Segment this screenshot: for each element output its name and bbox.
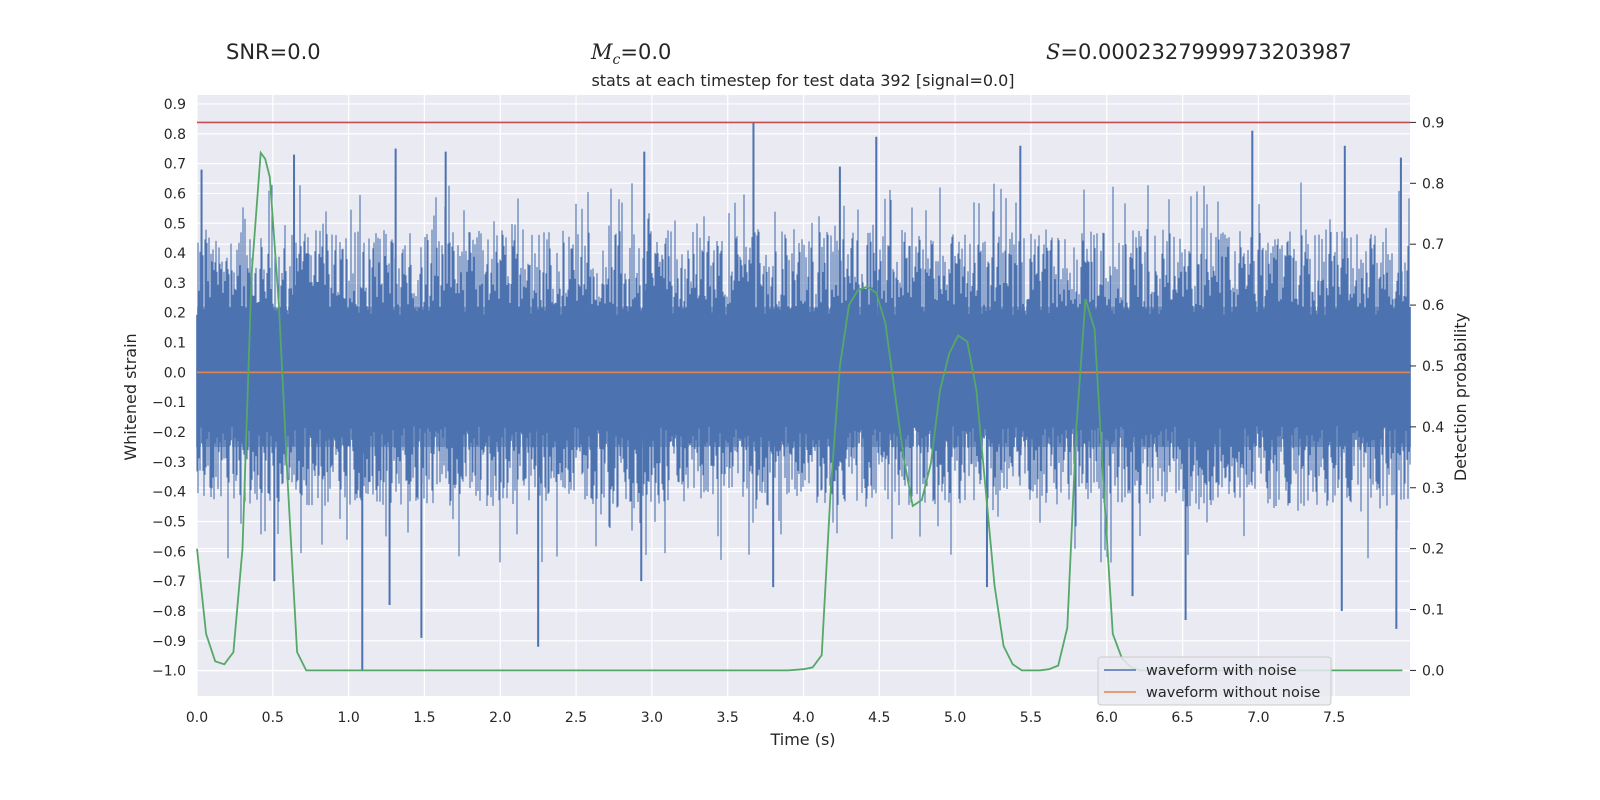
x-axis-ticks: 0.0 0.5 1.0 1.5 2.0 2.5 3.0 3.5 4.0 4.5 5.0 5.5 6.0 6… — [186, 710, 1345, 726]
y2-axis-ticks: 0.9 0.8 0.7 0.6 0.5 0.4 0.3 0.2 0.1 0.0 — [1410, 115, 1444, 679]
chirp-mass-value: =0.0 — [620, 40, 672, 64]
y2-tick-label: 0.5 — [1422, 359, 1444, 375]
detection-probability-line — [196, 150, 1403, 672]
s-value: =0.0002327999973203987 — [1060, 40, 1352, 64]
y-tick-label: −0.7 — [152, 574, 186, 590]
x-tick-label: 2.0 — [489, 710, 511, 726]
chart-title: stats at each timestep for test data 392… — [591, 71, 1014, 90]
x-tick-label: 3.5 — [717, 710, 739, 726]
x-tick-label: 4.5 — [868, 710, 890, 726]
x-tick-label: 0.0 — [186, 710, 208, 726]
x-tick-label: 0.5 — [262, 710, 284, 726]
y-tick-label: 0.1 — [164, 336, 186, 352]
chirp-mass-subscript: c — [612, 52, 621, 69]
legend-label-noise: waveform with noise — [1146, 663, 1297, 679]
x-tick-label: 5.5 — [1020, 710, 1042, 726]
chirp-mass-symbol: M — [591, 40, 613, 64]
legend: waveform with noise waveform without noi… — [1097, 656, 1332, 706]
noise-waveform — [196, 121, 1411, 671]
y-tick-label: −1.0 — [152, 664, 186, 680]
y-tick-label: 0.4 — [164, 246, 186, 262]
legend-box — [1097, 656, 1332, 706]
y-tick-label: 0.8 — [164, 127, 186, 143]
snr-stat: SNR=0.0 — [226, 40, 321, 64]
x-tick-label: 2.5 — [565, 710, 587, 726]
chirp-mass-stat: Mc=0.0 — [591, 40, 671, 68]
y-tick-label: 0.9 — [164, 97, 186, 113]
y-axis-label: Whitened strain — [121, 333, 140, 460]
snr-value: 0.0 — [287, 40, 321, 64]
y2-tick-label: 0.8 — [1422, 176, 1444, 192]
x-tick-label: 4.0 — [792, 710, 814, 726]
y-tick-label: −0.2 — [152, 425, 186, 441]
legend-label-clean: waveform without noise — [1146, 685, 1320, 701]
x-axis-label: Time (s) — [769, 730, 835, 749]
y-tick-label: −0.3 — [152, 455, 186, 471]
y-tick-label: −0.1 — [152, 395, 186, 411]
y2-tick-label: 0.1 — [1422, 603, 1444, 619]
x-tick-label: 7.0 — [1247, 710, 1269, 726]
y2-tick-label: 0.0 — [1422, 663, 1444, 679]
y2-tick-label: 0.7 — [1422, 237, 1444, 253]
y-tick-label: −0.4 — [152, 485, 186, 501]
y-tick-label: 0.6 — [164, 186, 186, 202]
s-stat: S=0.0002327999973203987 — [1046, 40, 1352, 64]
x-tick-label: 1.0 — [337, 710, 359, 726]
y-tick-label: 0.5 — [164, 216, 186, 232]
y-tick-label: −0.5 — [152, 515, 186, 531]
y2-tick-label: 0.4 — [1422, 420, 1444, 436]
x-tick-label: 7.5 — [1323, 710, 1345, 726]
y-axis-ticks: 0.9 0.8 0.7 0.6 0.5 0.4 0.3 0.2 0.1 0.0 −0.1 −0.2 −0… — [152, 97, 186, 680]
y-tick-label: 0.3 — [164, 276, 186, 292]
y2-axis-label: Detection probability — [1451, 313, 1470, 481]
x-tick-label: 1.5 — [413, 710, 435, 726]
snr-label: SNR= — [226, 40, 288, 64]
y2-tick-label: 0.6 — [1422, 298, 1444, 314]
y2-tick-label: 0.2 — [1422, 542, 1444, 558]
x-tick-label: 6.5 — [1171, 710, 1193, 726]
x-tick-label: 6.0 — [1096, 710, 1118, 726]
y-tick-label: 0.7 — [164, 157, 186, 173]
y-tick-label: 0.2 — [164, 306, 186, 322]
y-tick-label: −0.9 — [152, 634, 186, 650]
x-tick-label: 3.0 — [641, 710, 663, 726]
y-tick-label: 0.0 — [164, 365, 186, 381]
y-tick-label: −0.6 — [152, 544, 186, 560]
y2-tick-label: 0.3 — [1422, 481, 1444, 497]
x-tick-label: 5.0 — [944, 710, 966, 726]
y2-tick-label: 0.9 — [1422, 115, 1444, 131]
s-symbol: S — [1046, 40, 1061, 64]
y-tick-label: −0.8 — [152, 604, 186, 620]
noise-waveform-spikes — [196, 182, 1411, 563]
